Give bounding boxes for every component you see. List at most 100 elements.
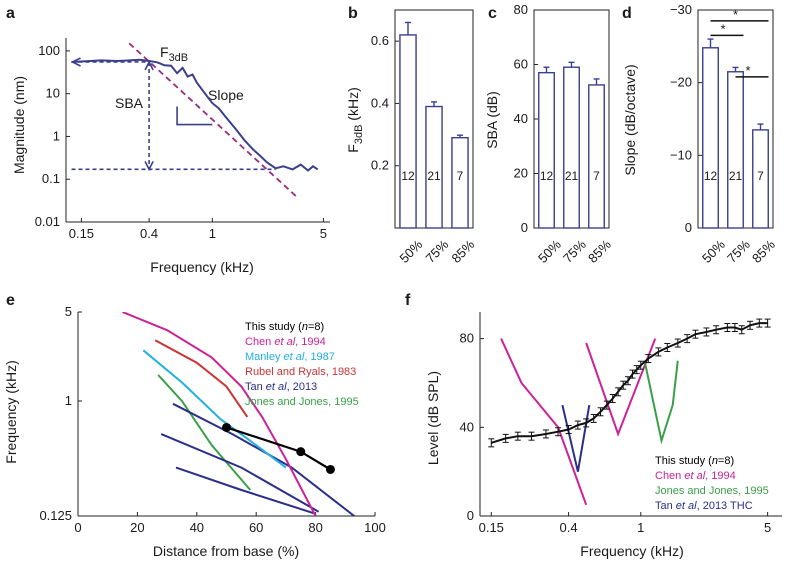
panel-b-count-label: 7 bbox=[457, 169, 464, 183]
panel-c-ytick-label: 60 bbox=[514, 57, 528, 72]
panel-b-bar bbox=[399, 34, 417, 229]
panel-d-bar bbox=[702, 47, 719, 229]
panel-f-ytick-label: 80 bbox=[460, 331, 474, 346]
panel-e-series-line bbox=[122, 312, 317, 516]
panel-letter-c: c bbox=[488, 5, 497, 22]
panel-b-ylabel: F3dB (kHz) bbox=[345, 87, 365, 152]
panel-d-ytick-label: −30 bbox=[670, 2, 692, 17]
panel-a-ytick-label: 0.01 bbox=[35, 214, 60, 229]
panel-f-xtick-label: 1 bbox=[637, 520, 644, 535]
panel-f-threshold-plot: Level (dB SPL) Frequency (kHz) 0 40 80 0.15… bbox=[425, 312, 782, 559]
panel-e-legend-entry: This study (n=8) bbox=[245, 321, 324, 333]
panel-e-legend-entry: Tan et al, 2013 bbox=[245, 381, 317, 393]
panel-letter-a: a bbox=[6, 5, 15, 22]
panel-d-ytick-label: −20 bbox=[670, 75, 692, 90]
panel-c-category-label: 85% bbox=[585, 237, 614, 266]
panel-b-f3db-bars: F3dB (kHz) 0.2 0.4 0.6 12 50% 21 75% 7 85% bbox=[345, 9, 478, 266]
panel-f-xtick-label: 0.4 bbox=[560, 520, 578, 535]
panel-e-xlabel: Distance from base (%) bbox=[153, 543, 299, 559]
panel-d-significance-star: * bbox=[733, 7, 738, 22]
panel-e-xtick-label: 40 bbox=[190, 520, 204, 535]
panel-e-xtick-label: 100 bbox=[364, 520, 386, 535]
panel-letter-e: e bbox=[6, 292, 15, 309]
panel-d-category-label: 75% bbox=[724, 237, 753, 266]
panel-d-count-label: 21 bbox=[729, 169, 743, 183]
panel-b-category-label: 50% bbox=[396, 237, 425, 266]
panel-e-xtick-label: 20 bbox=[130, 520, 144, 535]
panel-f-legend-entry: This study (n=8) bbox=[655, 455, 734, 467]
panel-f-ylabel: Level (dB SPL) bbox=[425, 371, 441, 465]
panel-e-this-study-point bbox=[325, 464, 335, 474]
panel-d-count-label: 12 bbox=[704, 169, 718, 183]
panel-e-series-line bbox=[154, 339, 249, 418]
panel-c-bar bbox=[563, 66, 580, 229]
panel-c-ylabel: SBA (dB) bbox=[484, 91, 500, 149]
panel-d-ytick-label: −10 bbox=[670, 147, 692, 162]
panel-f-legend-entry: Chen et al, 1994 bbox=[655, 470, 736, 482]
panel-a-xtick-label: 5 bbox=[320, 226, 327, 241]
panel-e-series-line bbox=[142, 349, 287, 469]
panel-b-count-label: 12 bbox=[401, 169, 415, 183]
panel-a-ylabel: Magnitude (nm) bbox=[11, 76, 27, 174]
panel-e-this-study-point bbox=[222, 422, 231, 432]
panel-c-count-label: 21 bbox=[565, 169, 579, 183]
panel-b-category-label: 75% bbox=[422, 237, 451, 266]
panel-f-this-study-line bbox=[491, 322, 768, 444]
panel-e-frequency-map: Frequency (kHz) Distance from base (%) 0… bbox=[3, 304, 386, 559]
panel-c-category-label: 50% bbox=[535, 237, 564, 266]
panel-b-ytick-label: 0.6 bbox=[371, 33, 389, 48]
panel-d-category-label: 50% bbox=[699, 237, 728, 266]
panel-a-sba-arrowhead-bottom bbox=[144, 161, 154, 172]
panel-d-slope-bars: Slope (dB/octave) 0 −10 −20 −30 12 50% 21 75% 7 8… bbox=[622, 2, 778, 266]
panel-a-ytick-label: 10 bbox=[46, 86, 60, 101]
panel-a-f3db-annotation: F3dB bbox=[160, 44, 188, 64]
panel-e-this-study-point bbox=[296, 447, 306, 457]
panel-a-ytick-label: 100 bbox=[38, 43, 60, 58]
panel-f-ytick-label: 40 bbox=[460, 419, 474, 434]
panel-a-slope-fit-line bbox=[128, 42, 300, 200]
panel-c-bar bbox=[538, 71, 555, 229]
panel-c-ytick-label: 20 bbox=[514, 166, 528, 181]
panel-a-slope-step bbox=[176, 106, 213, 126]
panel-f-xtick-label: 0.15 bbox=[479, 520, 504, 535]
panel-e-legend-entry: Manley et al, 1987 bbox=[245, 351, 335, 363]
panel-f-legend-entry: Tan et al, 2013 THC bbox=[655, 500, 753, 512]
panel-f-series-line bbox=[500, 338, 588, 506]
panel-e-ylabel: Frequency (kHz) bbox=[3, 360, 19, 463]
panel-f-series-line bbox=[585, 338, 657, 437]
panel-f-xlabel: Frequency (kHz) bbox=[580, 543, 683, 559]
panel-a-xtick-label: 0.15 bbox=[69, 226, 94, 241]
panel-a-ytick-label: 1 bbox=[53, 128, 60, 143]
panel-d-category-label: 85% bbox=[749, 237, 778, 266]
panel-e-ytick-label: 0.125 bbox=[39, 508, 72, 523]
panel-e-series-line bbox=[175, 466, 316, 515]
panel-c-ytick-label: 0 bbox=[521, 220, 528, 235]
panel-f-series-line bbox=[561, 404, 591, 472]
panel-e-xtick-label: 60 bbox=[249, 520, 263, 535]
panel-a-arrowhead-left bbox=[70, 57, 81, 67]
panel-b-ytick-label: 0.2 bbox=[371, 158, 389, 173]
panel-e-ytick-label: 5 bbox=[65, 304, 72, 319]
panel-c-ytick-label: 80 bbox=[514, 2, 528, 17]
panel-a-sba-annotation: SBA bbox=[115, 95, 144, 111]
panel-e-series-line bbox=[160, 433, 320, 513]
panel-e-legend-entry: Jones and Jones, 1995 bbox=[245, 396, 359, 408]
panel-c-ytick-label: 40 bbox=[514, 111, 528, 126]
panel-a-xtick-label: 1 bbox=[209, 226, 216, 241]
panel-d-ylabel: Slope (dB/octave) bbox=[622, 64, 638, 175]
panel-d-significance-star: * bbox=[720, 21, 725, 36]
panel-c-count-label: 12 bbox=[540, 169, 554, 183]
panel-f-xtick-label: 5 bbox=[764, 520, 771, 535]
panel-a-magnitude-plot: Magnitude (nm) Frequency (kHz) F3dB SBA … bbox=[11, 38, 330, 275]
panel-d-significance-star: * bbox=[745, 63, 750, 78]
panel-e-legend-entry: Chen et al, 1994 bbox=[245, 336, 326, 348]
panel-a-magnitude-line bbox=[71, 58, 319, 172]
panel-a-xtick-label: 0.4 bbox=[140, 226, 158, 241]
panel-b-ytick-label: 0.4 bbox=[371, 95, 389, 110]
panel-f-ytick-label: 0 bbox=[467, 508, 474, 523]
panel-a-slope-annotation: Slope bbox=[208, 87, 244, 103]
panel-f-series-line bbox=[643, 360, 679, 445]
panel-d-bar bbox=[727, 71, 744, 229]
panel-c-bar bbox=[588, 84, 605, 229]
